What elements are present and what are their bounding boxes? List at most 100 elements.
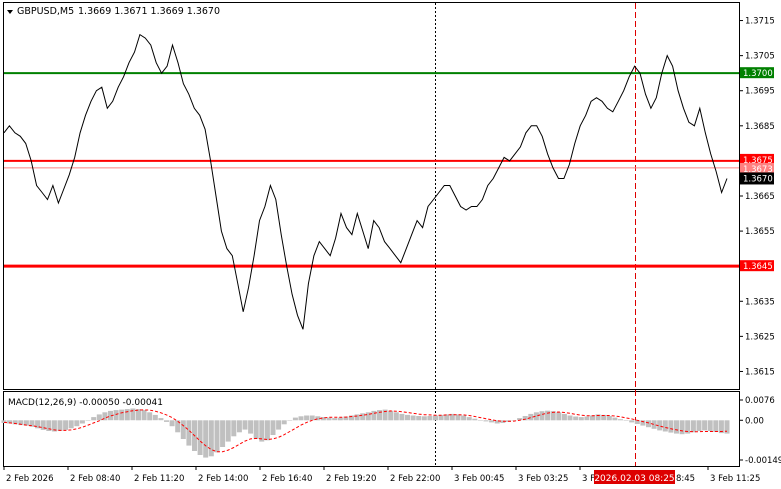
symbol-dropdown-icon[interactable]	[7, 10, 13, 14]
macd-histogram-bar	[449, 413, 455, 421]
x-tick-label: 3 Feb 00:45	[454, 474, 504, 484]
svg-text:2026.02.03 08:25: 2026.02.03 08:25	[594, 474, 674, 484]
x-tick-label: 3 Feb	[582, 474, 605, 484]
macd-histogram-bar	[186, 420, 192, 446]
macd-histogram-bar	[287, 420, 293, 421]
macd-histogram-bar	[46, 420, 52, 431]
macd-histogram-bar	[141, 410, 147, 421]
macd-histogram-bar	[539, 411, 545, 421]
y-tick-label: 1.3685	[745, 122, 775, 132]
macd-signal-line	[3, 409, 728, 453]
macd-histogram-bar	[427, 416, 433, 421]
macd-histogram-bar	[674, 420, 679, 434]
macd-histogram-bar	[236, 420, 242, 433]
macd-histogram-bar	[158, 418, 164, 421]
x-tick-label: 2 Feb 16:40	[262, 474, 312, 484]
macd-histogram-bar	[281, 420, 287, 425]
macd-histogram-bar	[657, 420, 663, 431]
cursor-time-label: 2026.02.03 08:25	[594, 470, 675, 484]
svg-text:1.3675: 1.3675	[743, 156, 773, 166]
macd-histogram-bar	[29, 420, 35, 427]
macd-histogram-bar	[662, 420, 668, 432]
level-price-label: 1.3645	[740, 260, 774, 272]
macd-histogram-bar	[690, 420, 696, 433]
x-tick-label: 2 Feb 11:20	[134, 474, 184, 484]
macd-histogram-bar	[433, 415, 438, 421]
level-price-label: 1.3700	[740, 67, 774, 79]
macd-histogram-bar	[668, 420, 674, 433]
macd-histogram-bar	[511, 420, 517, 421]
macd-histogram-bar	[1, 420, 7, 423]
macd-histogram-bar	[51, 420, 57, 432]
macd-histogram-bar	[640, 420, 646, 426]
x-tick-label: 3 Feb 03:25	[518, 474, 568, 484]
macd-histogram-bar	[35, 420, 41, 429]
macd-y-tick-label: 0.0076	[745, 396, 775, 406]
y-tick-label: 1.3715	[745, 17, 775, 27]
macd-histogram-bar	[169, 420, 175, 427]
macd-histogram-bar	[438, 414, 444, 421]
macd-histogram-bar	[623, 420, 629, 421]
macd-histogram-bar	[410, 415, 416, 421]
macd-histogram-bar	[489, 420, 495, 423]
macd-histogram-bar	[79, 420, 85, 424]
macd-histogram-bar	[494, 420, 500, 424]
macd-histogram-bar	[696, 420, 702, 431]
macd-histogram-bar	[707, 420, 713, 431]
macd-histogram-bar	[85, 420, 91, 421]
macd-histogram-bar	[18, 420, 24, 426]
macd-histogram-bar	[164, 420, 169, 422]
macd-histogram-bar	[556, 412, 562, 421]
macd-histogram-bar	[528, 413, 534, 421]
macd-histogram-bar	[102, 412, 108, 421]
macd-histogram-bar	[225, 420, 231, 442]
macd-histogram-bar	[685, 420, 691, 434]
current-price-label: 1.3670	[740, 172, 774, 185]
macd-histogram-bar	[23, 420, 29, 426]
macd-histogram-bar	[136, 409, 141, 421]
y-tick-label: 1.3625	[745, 332, 775, 342]
macd-histogram-bar	[601, 414, 607, 421]
macd-histogram-bar	[444, 414, 450, 421]
x-tick-label: 2 Feb 22:00	[390, 474, 440, 484]
macd-histogram-bar	[242, 420, 248, 430]
macd-histogram-bar	[349, 415, 354, 421]
macd-histogram-bar	[68, 420, 74, 429]
macd-histogram-bar	[292, 417, 298, 421]
macd-histogram-bar	[578, 417, 584, 421]
macd-histogram-bar	[421, 416, 427, 421]
x-tick-label: 2 Feb 14:00	[198, 474, 248, 484]
macd-histogram-bar	[326, 417, 332, 421]
macd-histogram-bar	[500, 420, 506, 423]
svg-text:1.3645: 1.3645	[743, 262, 773, 272]
symbol-label: GBPUSD,M5	[17, 6, 74, 17]
macd-histogram-bar	[629, 420, 635, 423]
macd-histogram-bar	[561, 413, 567, 421]
macd-histogram-bar	[567, 415, 573, 421]
macd-histogram-bar	[360, 413, 366, 421]
macd-histogram-bar	[214, 420, 220, 453]
y-tick-label: 1.3695	[745, 87, 775, 97]
price-pane[interactable]	[3, 2, 740, 390]
macd-histogram-bar	[298, 416, 304, 421]
macd-histogram-bar	[646, 420, 651, 428]
macd-histogram-bar	[130, 408, 136, 421]
macd-histogram-bar	[365, 412, 371, 421]
x-tick-label: 2 Feb 19:20	[326, 474, 376, 484]
macd-histogram-bar	[461, 415, 467, 421]
macd-histogram-bar	[405, 414, 410, 421]
macd-histogram-bar	[590, 415, 595, 421]
macd-pane[interactable]	[3, 391, 740, 467]
macd-histogram-bar	[393, 412, 399, 421]
macd-histogram-bar	[248, 420, 254, 434]
macd-histogram-bar	[7, 420, 13, 424]
macd-title: MACD(12,26,9) -0.00050 -0.00041	[8, 398, 163, 408]
macd-histogram-bar	[180, 420, 186, 439]
macd-histogram-bar	[124, 409, 130, 421]
macd-histogram-bar	[175, 420, 181, 433]
y-tick-label: 1.3705	[745, 52, 775, 62]
macd-histogram-bar	[606, 416, 612, 421]
macd-histogram-bar	[197, 420, 203, 455]
macd-histogram-bar	[377, 410, 382, 421]
